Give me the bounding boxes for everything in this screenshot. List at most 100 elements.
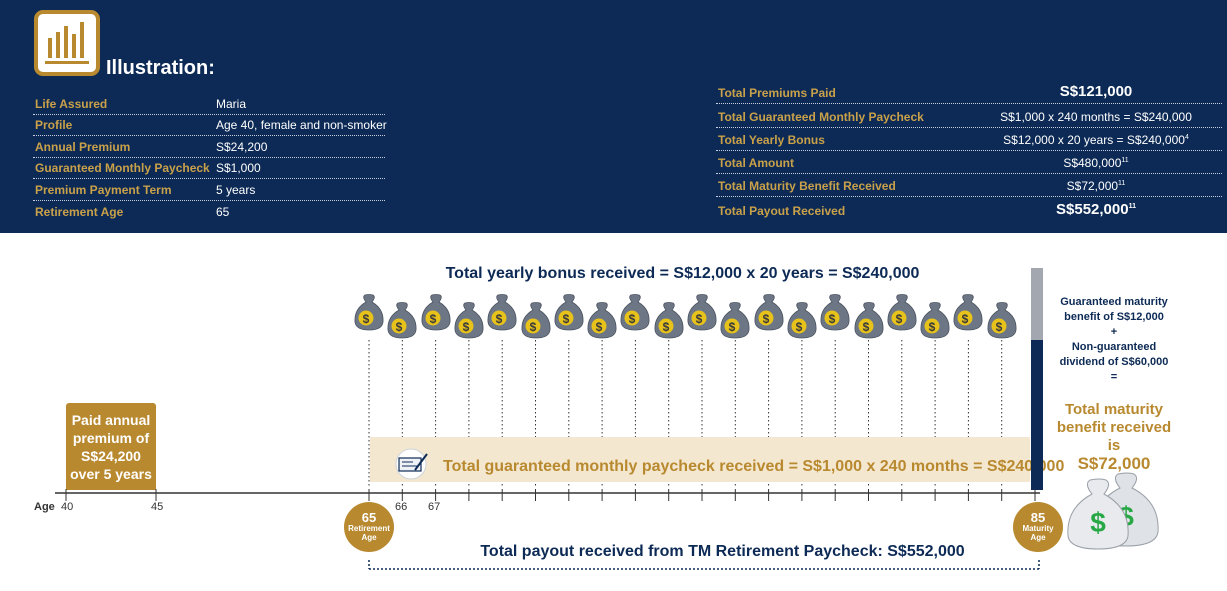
money-bag-icon: $ [386, 302, 417, 342]
svg-text:$: $ [929, 320, 936, 334]
row-value: S$24,200 [216, 139, 268, 154]
svg-text:$: $ [995, 320, 1002, 334]
bar-chart-icon [34, 10, 100, 76]
svg-text:$: $ [363, 312, 370, 326]
row-value: S$1,000 x 240 months = S$240,000 [1000, 109, 1192, 124]
money-bag-icon: $ [586, 302, 617, 342]
maturity-line: dividend of S$60,000 [1059, 356, 1169, 368]
svg-text:$: $ [729, 320, 736, 334]
table-row: Guaranteed Monthly Paycheck S$1,000 [33, 158, 385, 179]
row-value: S$1,000 [216, 161, 261, 175]
row-key: Annual Premium [35, 139, 131, 154]
retirement-age-badge: 65 Retirement Age [344, 502, 394, 552]
value-text: S$552,000 [1056, 200, 1129, 218]
svg-text:$: $ [629, 312, 636, 326]
money-bag-icon: $ [886, 294, 917, 334]
bonus-money-bags: $ $ $ $ $ $ $ $ $ $ $ $ $ $ $ $ $ $ $ $ [350, 292, 1030, 342]
money-bag-icon: $ [819, 294, 850, 334]
table-row: Life Assured Maria [33, 93, 385, 115]
svg-text:$: $ [829, 312, 836, 326]
svg-text:$: $ [496, 312, 503, 326]
row-value: Maria [216, 96, 247, 111]
row-key: Total Maturity Benefit Received [718, 179, 896, 194]
money-bag-icon: $ [553, 294, 584, 334]
paid-box-line: S$24,200 [81, 448, 141, 464]
svg-text:$: $ [396, 320, 403, 334]
row-key: Retirement Age [35, 205, 124, 219]
badge-line: Age [1030, 533, 1046, 542]
svg-text:$: $ [529, 320, 536, 334]
row-key: Guaranteed Monthly Paycheck [35, 161, 210, 175]
maturity-line: benefit of S$12,000 [1064, 311, 1164, 323]
paid-box-line: over 5 years [70, 466, 152, 482]
table-row: Annual Premium S$24,200 [33, 136, 385, 158]
maturity-line: Non-guaranteed [1071, 341, 1157, 353]
cheque-icon [393, 448, 433, 480]
svg-text:$: $ [796, 320, 803, 334]
value-text: S$72,000 [1066, 179, 1119, 194]
maturity-age-badge: 85 Maturity Age [1013, 502, 1063, 552]
row-key: Life Assured [35, 96, 108, 111]
paid-box-line: premium of [72, 430, 150, 446]
footnote-marker: 11 [1118, 180, 1126, 188]
tick-label: 40 [61, 501, 74, 513]
row-value: 65 [216, 205, 230, 219]
row-value: 5 years [216, 182, 256, 197]
svg-text:$: $ [1090, 507, 1106, 538]
maturity-total-line: benefit received is [1056, 419, 1172, 454]
row-value: Age 40, female and non-smoker [216, 118, 387, 132]
table-row: Total Guaranteed Monthly Paycheck S$1,000… [716, 104, 1222, 128]
table-row: Premium Payment Term 5 years [33, 179, 385, 201]
svg-text:$: $ [696, 312, 703, 326]
maturity-bar-top [1031, 268, 1043, 340]
row-key: Premium Payment Term [35, 182, 172, 197]
money-bags-icon: $ $ [1067, 472, 1159, 550]
money-bag-icon: $ [353, 294, 384, 334]
money-bag-icon: $ [786, 302, 817, 342]
tick-label: 66 [395, 501, 408, 513]
badge-line: Retirement [348, 524, 390, 533]
money-bag-icon: $ [952, 294, 983, 334]
policy-details-table: Life Assured Maria Profile Age 40, female … [33, 93, 387, 222]
table-row: Total Premiums Paid S$121,000 [716, 81, 1222, 105]
maturity-total-line: Total maturity [1064, 401, 1164, 418]
illustration-title: Illustration: [106, 57, 215, 79]
footnote-marker: 11 [1121, 157, 1129, 165]
money-bag-icon: $ [986, 302, 1017, 342]
svg-text:$: $ [463, 320, 470, 334]
row-key: Total Yearly Bonus [718, 132, 825, 147]
svg-text:$: $ [895, 312, 902, 326]
money-bag-icon: $ [420, 294, 451, 334]
badge-line: Maturity [1022, 524, 1054, 533]
age-axis-label: Age [34, 501, 55, 513]
money-bag-icon: $ [686, 294, 717, 334]
badge-number: 85 [1030, 510, 1046, 525]
money-bag-icon: $ [919, 302, 950, 342]
row-key: Total Premiums Paid [718, 86, 836, 101]
row-value: S$552,00011 [996, 201, 1196, 218]
row-value: S$121,000 [1059, 83, 1133, 101]
maturity-bar [1031, 268, 1043, 490]
age-axis [55, 489, 1040, 501]
maturity-line: Guaranteed maturity [1060, 296, 1168, 308]
yearly-bonus-title: Total yearly bonus received = S$12,000 x… [445, 265, 920, 282]
table-row: Total Amount S$480,00011 [716, 151, 1222, 175]
svg-text:$: $ [596, 320, 603, 334]
money-bag-icon: $ [486, 294, 517, 334]
footnote-marker: 11 [1128, 202, 1136, 210]
maturity-total: Total maturity benefit received is S$72,… [1050, 401, 1178, 473]
row-value: S$480,00011 [996, 156, 1196, 170]
money-bag-icon: $ [619, 294, 650, 334]
money-bag-icon: $ [719, 302, 750, 342]
equals-sign: = [1110, 371, 1118, 383]
paid-premium-box: Paid annual premium of S$24,200 over 5 y… [66, 403, 156, 490]
maturity-total-amount: S$72,000 [1077, 454, 1151, 473]
money-bag-icon: $ [853, 302, 883, 342]
table-row: Total Maturity Benefit Received S$72,0001… [716, 174, 1222, 198]
badge-number: 65 [361, 510, 377, 525]
svg-text:$: $ [862, 320, 869, 334]
svg-text:$: $ [762, 312, 769, 326]
row-key: Total Guaranteed Monthly Paycheck [718, 109, 924, 124]
row-value: S$72,00011 [996, 179, 1196, 193]
money-bag-icon: $ [453, 302, 484, 342]
